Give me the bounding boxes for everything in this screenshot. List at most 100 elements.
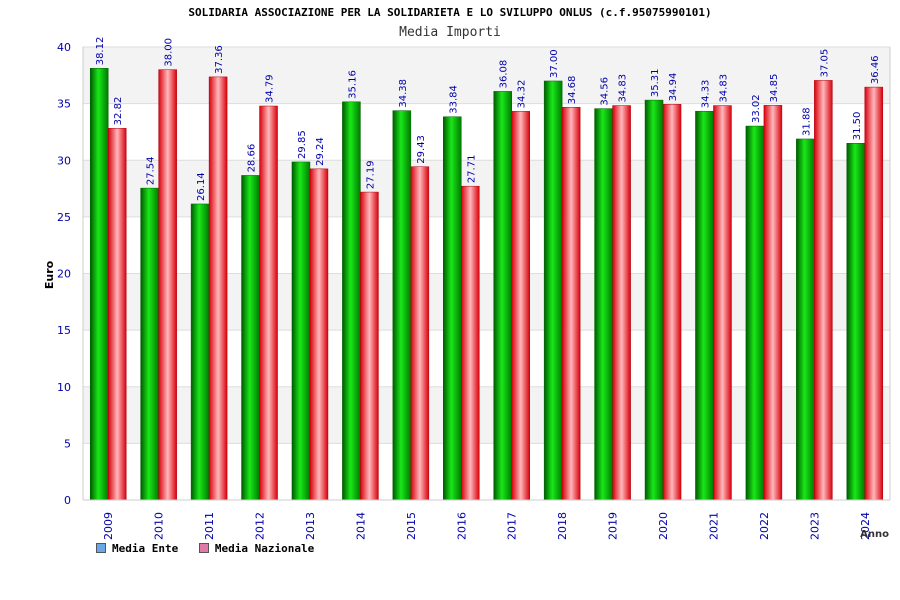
bar-media-nazionale [259, 105, 278, 501]
bar-media-nazionale [511, 111, 530, 501]
data-label: 32.82 [113, 97, 124, 126]
x-tick-label: 2011 [203, 512, 216, 540]
data-label: 31.50 [852, 112, 863, 141]
bar-media-ente [140, 187, 159, 501]
y-tick-label: 10 [57, 381, 71, 394]
data-label: 34.85 [769, 74, 780, 103]
data-label: 34.94 [668, 73, 679, 102]
bar-media-nazionale [360, 191, 379, 501]
data-label: 33.02 [751, 94, 762, 123]
bar-media-ente [342, 101, 361, 501]
x-tick-label: 2013 [304, 512, 317, 540]
bar-media-ente [594, 108, 613, 501]
data-label: 27.54 [146, 156, 157, 185]
bar-media-nazionale [309, 168, 329, 501]
data-label: 31.88 [801, 107, 812, 136]
x-tick-label: 2017 [506, 512, 519, 540]
data-label: 38.00 [164, 38, 175, 67]
data-label: 29.43 [416, 135, 427, 164]
bar-media-nazionale [662, 104, 682, 501]
data-label: 34.83 [718, 74, 729, 103]
bar-media-ente [89, 68, 109, 501]
data-label: 29.85 [297, 130, 308, 159]
bar-media-ente [443, 116, 462, 501]
bar-media-nazionale [763, 105, 783, 501]
legend: Media Ente Media Nazionale [96, 542, 328, 555]
y-tick-label: 40 [57, 41, 71, 54]
y-axis-label: Euro [43, 260, 56, 289]
x-tick-label: 2018 [556, 512, 569, 540]
data-label: 37.00 [549, 49, 560, 78]
data-label: 35.31 [650, 68, 661, 97]
x-tick-label: 2014 [354, 512, 367, 540]
bar-media-nazionale [158, 69, 177, 501]
data-label: 34.68 [567, 76, 578, 105]
bar-media-ente [291, 161, 311, 501]
bar-media-nazionale [713, 105, 732, 501]
bar-media-ente [392, 110, 412, 501]
data-label: 36.46 [870, 55, 881, 84]
bar-media-nazionale [107, 128, 127, 501]
y-tick-label: 30 [57, 154, 71, 167]
legend-swatch-media-ente [96, 543, 106, 553]
data-label: 27.19 [365, 160, 376, 189]
data-label: 28.66 [247, 144, 258, 173]
bar-media-nazionale [410, 166, 430, 501]
data-label: 29.24 [315, 137, 326, 166]
x-tick-label: 2020 [657, 512, 670, 540]
y-tick-label: 15 [57, 324, 71, 337]
y-tick-label: 25 [57, 211, 71, 224]
x-axis-label: Anno [860, 529, 889, 540]
x-tick-label: 2012 [254, 512, 267, 540]
legend-item-media-nazionale: Media Nazionale [198, 542, 315, 555]
data-label: 37.36 [214, 45, 225, 74]
data-label: 37.05 [819, 49, 830, 78]
y-tick-label: 20 [57, 268, 71, 281]
legend-item-media-ente: Media Ente [96, 542, 178, 555]
bar-media-ente [543, 80, 563, 501]
legend-swatch-media-nazionale [198, 543, 209, 553]
data-label: 27.71 [466, 155, 477, 184]
data-label: 36.08 [499, 60, 510, 89]
legend-label-media-ente: Media Ente [112, 542, 179, 555]
x-tick-label: 2019 [607, 512, 620, 540]
chart-subtitle: Media Importi [399, 25, 501, 40]
bar-media-ente [745, 125, 765, 501]
axes: 0 5 10 15 20 25 30 35 40 2009 2010 2011 2012 2013 2014… [57, 41, 891, 540]
bar-media-ente [846, 143, 866, 501]
bar-media-nazionale [864, 86, 884, 501]
x-tick-label: 2010 [153, 512, 166, 540]
chart-title: SOLIDARIA ASSOCIAZIONE PER LA SOLIDARIET… [188, 6, 712, 19]
x-tick-label: 2009 [102, 512, 115, 540]
x-tick-label: 2015 [405, 512, 418, 540]
bar-media-ente [796, 138, 815, 501]
bar-media-nazionale [461, 185, 480, 501]
x-tick-label: 2024 [859, 512, 872, 540]
data-label: 35.16 [347, 70, 358, 99]
y-tick-label: 0 [64, 494, 71, 507]
y-tick-label: 5 [64, 437, 71, 450]
bar-media-nazionale [814, 80, 833, 501]
data-label: 38.12 [95, 37, 106, 66]
bar-media-nazionale [561, 106, 581, 501]
bar-media-ente [190, 203, 210, 501]
data-label: 26.14 [196, 172, 207, 201]
data-label: 34.83 [618, 74, 629, 103]
x-tick-label: 2021 [707, 512, 720, 540]
data-label: 33.84 [448, 85, 459, 114]
x-tick-label: 2022 [758, 512, 771, 540]
data-label: 34.38 [398, 79, 409, 108]
y-tick-label: 35 [57, 98, 71, 111]
x-tick-label: 2016 [455, 512, 468, 540]
bar-media-nazionale [612, 105, 631, 501]
data-label: 34.33 [700, 80, 711, 109]
bar-media-ente [493, 91, 512, 501]
legend-label-media-nazionale: Media Nazionale [214, 542, 315, 555]
bar-media-ente [695, 110, 714, 501]
x-tick-label: 2023 [808, 512, 821, 540]
data-label: 34.79 [265, 74, 276, 103]
data-label: 34.32 [517, 80, 528, 109]
data-label: 34.56 [600, 77, 611, 106]
bar-media-ente [241, 175, 260, 501]
